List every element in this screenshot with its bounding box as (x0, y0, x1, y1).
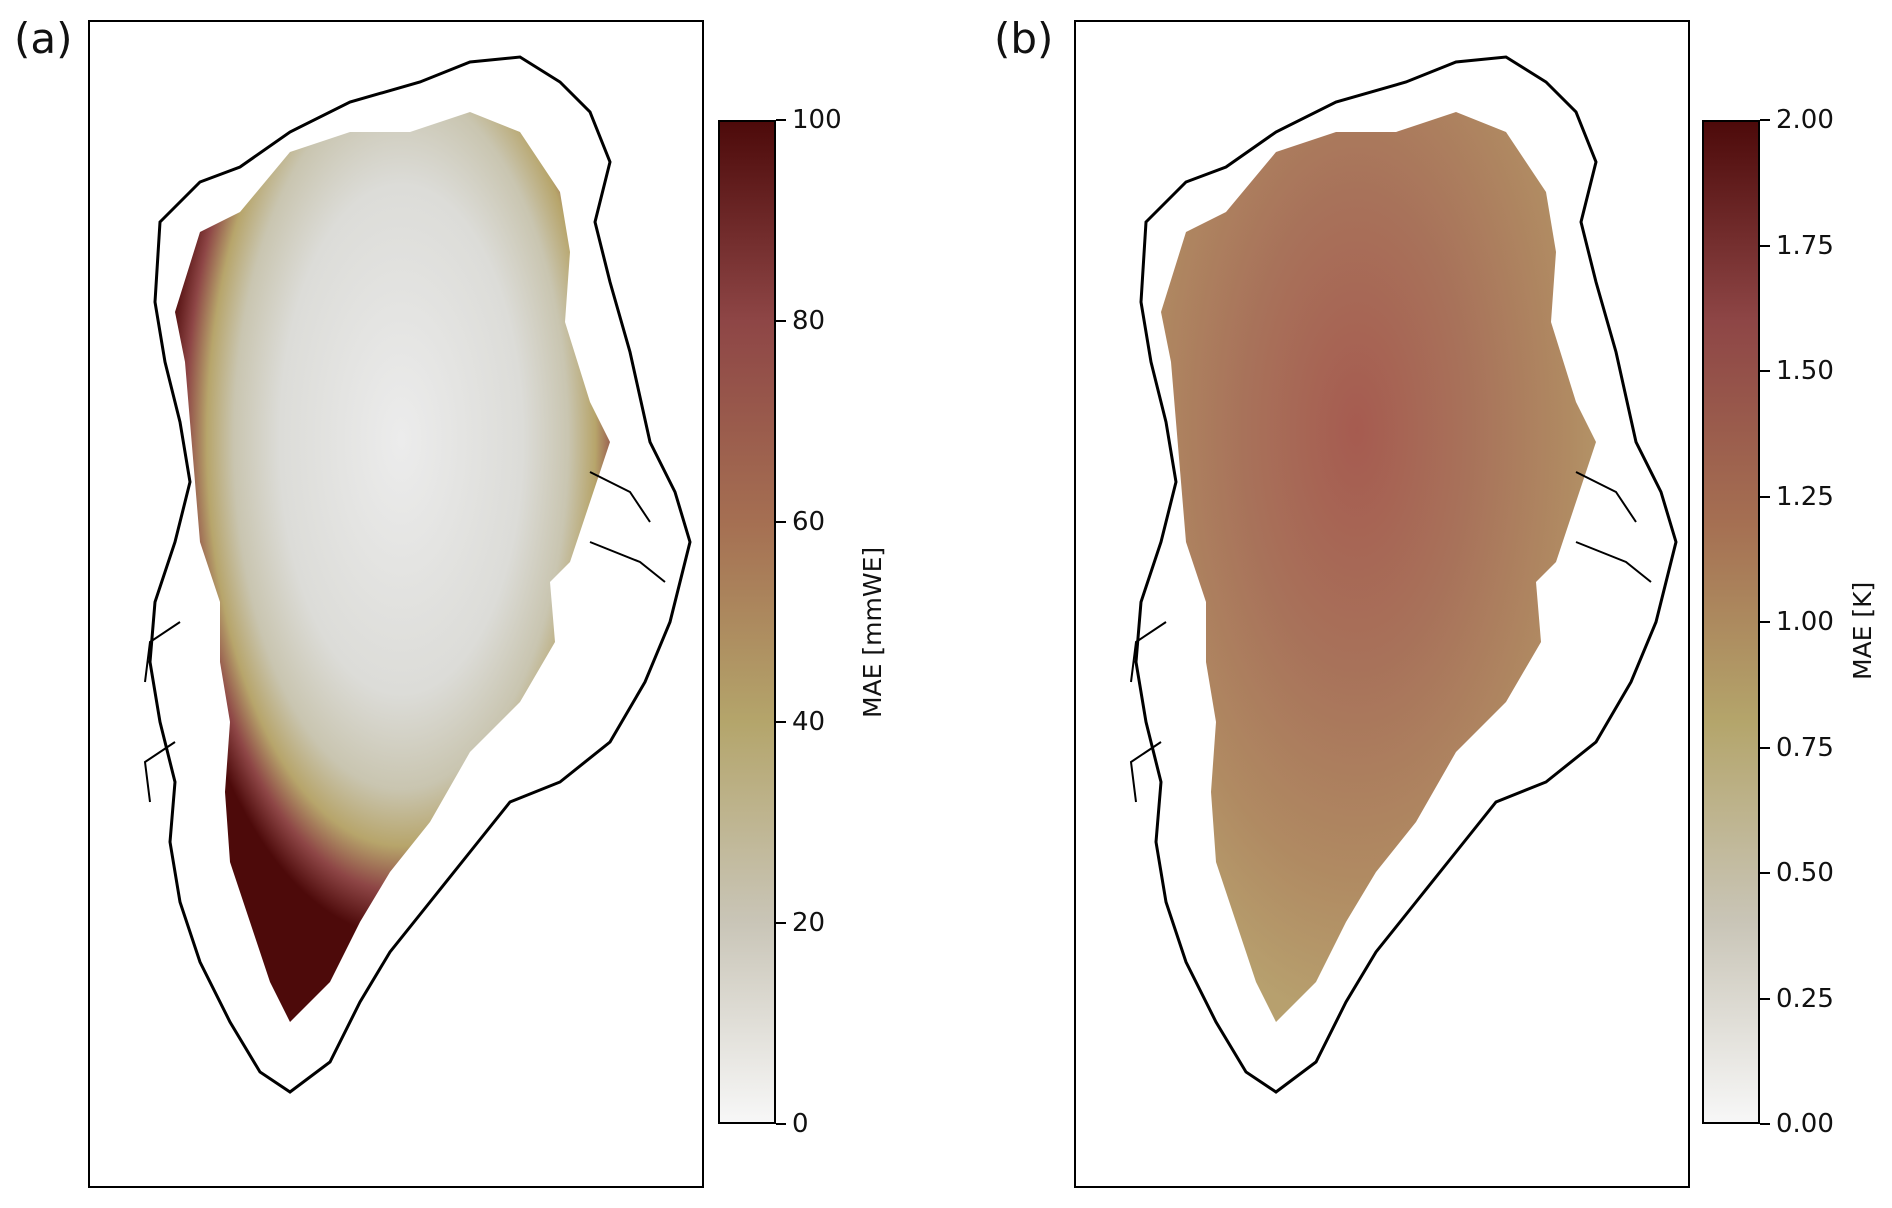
colorbar-tick-label: 0 (792, 1109, 809, 1139)
panel-a-label: (a) (14, 14, 73, 63)
colorbar-tick-label: 1.75 (1776, 230, 1834, 261)
colorbar-tick (776, 319, 786, 322)
colorbar-tick-label: 1.00 (1776, 607, 1834, 637)
panel-b-label: (b) (994, 14, 1054, 63)
colorbar-a-title: MAE [mmWE] (858, 546, 887, 718)
colorbar-tick-label: 1.50 (1776, 356, 1834, 386)
colorbar-tick (776, 922, 786, 925)
colorbar-tick-label: 0.50 (1776, 858, 1834, 888)
colorbar-tick-label: 1.25 (1776, 481, 1834, 512)
colorbar-tick-label: 2.00 (1776, 105, 1834, 135)
colorbar-tick (1760, 621, 1770, 623)
colorbar-tick-label: 20 (792, 908, 826, 939)
greenland-map-b (1129, 55, 1678, 1094)
colorbar-tick (776, 1123, 786, 1125)
colorbar-tick (1760, 746, 1770, 749)
colorbar-b-title: MAE [K] (1848, 581, 1877, 680)
colorbar-tick (1760, 1123, 1770, 1125)
coastline-b (1134, 55, 1678, 1094)
colorbar-tick-label: 100 (792, 105, 842, 135)
colorbar-tick (776, 520, 786, 523)
colorbar-tick (1760, 997, 1770, 1000)
colorbar-tick-label: 0.00 (1776, 1109, 1834, 1139)
colorbar-tick-label: 60 (792, 506, 826, 537)
colorbar-tick (1760, 370, 1770, 372)
colorbar-b (1702, 120, 1760, 1124)
colorbar-tick-label: 0.75 (1776, 732, 1834, 763)
colorbar-tick (1760, 872, 1770, 874)
map-panel-a (88, 20, 704, 1188)
colorbar-tick (1760, 495, 1770, 498)
colorbar-tick-label: 80 (792, 305, 826, 336)
greenland-map-a (143, 55, 692, 1094)
ice-sheet-a (175, 112, 610, 1022)
colorbar-tick-label: 0.25 (1776, 983, 1834, 1014)
ice-sheet-b (1161, 112, 1596, 1022)
colorbar-a (718, 120, 776, 1124)
map-panel-b (1074, 20, 1690, 1188)
colorbar-tick (776, 721, 786, 724)
colorbar-tick (1760, 244, 1770, 247)
colorbar-tick (1760, 119, 1770, 121)
coastline-a (148, 55, 692, 1094)
colorbar-tick (776, 119, 786, 121)
colorbar-tick-label: 40 (792, 707, 826, 738)
